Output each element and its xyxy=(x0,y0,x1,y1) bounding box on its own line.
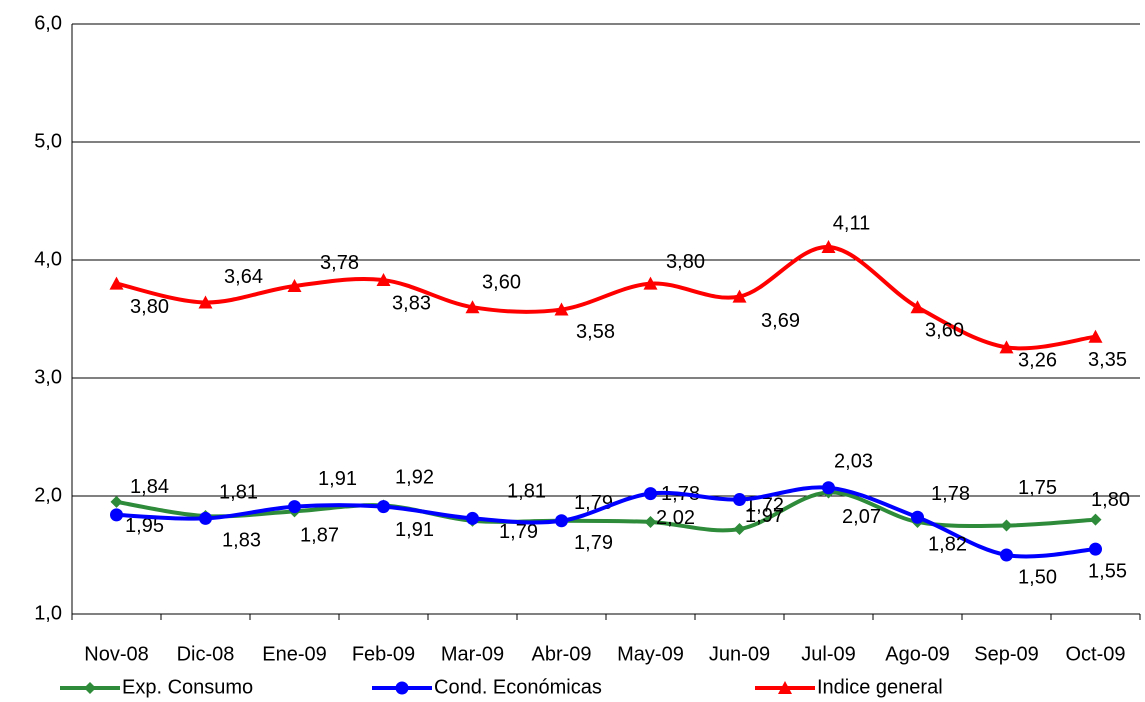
data-label: 1,81 xyxy=(507,481,546,503)
marker xyxy=(911,510,924,524)
data-label: 3,78 xyxy=(320,252,359,274)
data-label: 1,80 xyxy=(1091,489,1130,511)
data-label: 1,84 xyxy=(130,476,169,498)
data-label: 3,60 xyxy=(482,271,521,293)
data-label: 3,58 xyxy=(576,321,615,343)
marker xyxy=(555,514,568,528)
x-tick-label: Mar-09 xyxy=(441,643,504,665)
data-label: 1,83 xyxy=(222,529,261,551)
data-label: 1,97 xyxy=(745,505,784,527)
data-label: 1,75 xyxy=(1018,477,1057,499)
marker xyxy=(644,487,657,501)
marker xyxy=(554,302,569,316)
series-line xyxy=(116,485,1096,559)
x-tick-label: Abr-09 xyxy=(531,643,591,665)
data-label: 1,82 xyxy=(928,534,967,556)
marker xyxy=(110,495,123,508)
marker xyxy=(466,511,479,525)
data-label: 3,80 xyxy=(130,296,169,318)
marker xyxy=(910,300,925,314)
marker xyxy=(376,273,391,287)
legend-label: Exp. Consumo xyxy=(122,676,253,698)
data-label: 3,35 xyxy=(1088,349,1127,371)
marker xyxy=(1089,513,1102,526)
x-tick-label: Ene-09 xyxy=(262,643,327,665)
legend-label: Indice general xyxy=(817,676,943,698)
marker xyxy=(198,295,213,309)
marker xyxy=(287,278,302,292)
marker xyxy=(1000,519,1013,532)
data-label: 1,50 xyxy=(1018,566,1057,588)
marker xyxy=(999,340,1014,354)
data-label: 3,64 xyxy=(224,266,263,288)
x-tick-label: Jun-09 xyxy=(709,643,770,665)
x-tick-label: Sep-09 xyxy=(974,643,1039,665)
marker xyxy=(377,500,390,514)
marker xyxy=(733,523,746,536)
marker xyxy=(778,681,792,694)
y-tick-label: 2,0 xyxy=(34,484,62,506)
data-label: 2,02 xyxy=(656,507,695,529)
marker xyxy=(643,276,658,290)
marker xyxy=(199,511,212,525)
data-label: 3,69 xyxy=(761,310,800,332)
data-label: 1,95 xyxy=(125,515,164,537)
data-label: 1,55 xyxy=(1088,560,1127,582)
data-label: 1,91 xyxy=(318,468,357,490)
data-label: 3,80 xyxy=(666,251,705,273)
marker xyxy=(84,682,96,694)
legend-label: Cond. Económicas xyxy=(434,676,602,698)
marker xyxy=(822,481,835,495)
x-tick-label: Feb-09 xyxy=(352,643,415,665)
data-label: 2,03 xyxy=(834,451,873,473)
y-tick-label: 3,0 xyxy=(34,366,62,388)
marker xyxy=(644,515,657,528)
data-label: 1,81 xyxy=(219,482,258,504)
x-tick-label: Nov-08 xyxy=(84,643,148,665)
data-label: 3,60 xyxy=(925,319,964,341)
data-label: 1,78 xyxy=(931,483,970,505)
marker xyxy=(109,276,124,290)
marker xyxy=(110,508,123,522)
y-tick-label: 6,0 xyxy=(34,12,62,34)
y-tick-label: 5,0 xyxy=(34,130,62,152)
x-tick-label: Dic-08 xyxy=(177,643,235,665)
x-tick-label: Oct-09 xyxy=(1065,643,1125,665)
data-label: 1,79 xyxy=(574,532,613,554)
data-label: 3,83 xyxy=(392,292,431,314)
marker xyxy=(1089,542,1102,556)
marker xyxy=(821,240,836,254)
marker xyxy=(732,289,747,303)
x-tick-label: May-09 xyxy=(617,643,684,665)
data-label: 3,26 xyxy=(1018,350,1057,372)
data-label: 4,11 xyxy=(833,212,870,234)
marker xyxy=(465,300,480,314)
y-tick-label: 1,0 xyxy=(34,602,62,624)
y-tick-label: 4,0 xyxy=(34,248,62,270)
marker xyxy=(288,500,301,514)
marker xyxy=(733,493,746,507)
x-tick-label: Jul-09 xyxy=(801,643,855,665)
data-label: 1,91 xyxy=(395,519,434,541)
series-line xyxy=(116,245,1096,351)
data-label: 1,79 xyxy=(499,521,538,543)
series-line xyxy=(116,490,1096,533)
data-label: 1,87 xyxy=(300,525,339,547)
data-label: 2,07 xyxy=(842,506,881,528)
x-tick-label: Ago-09 xyxy=(885,643,950,665)
marker xyxy=(1088,329,1103,343)
marker xyxy=(1000,548,1013,562)
data-label: 1,92 xyxy=(395,467,434,489)
marker xyxy=(395,681,409,695)
